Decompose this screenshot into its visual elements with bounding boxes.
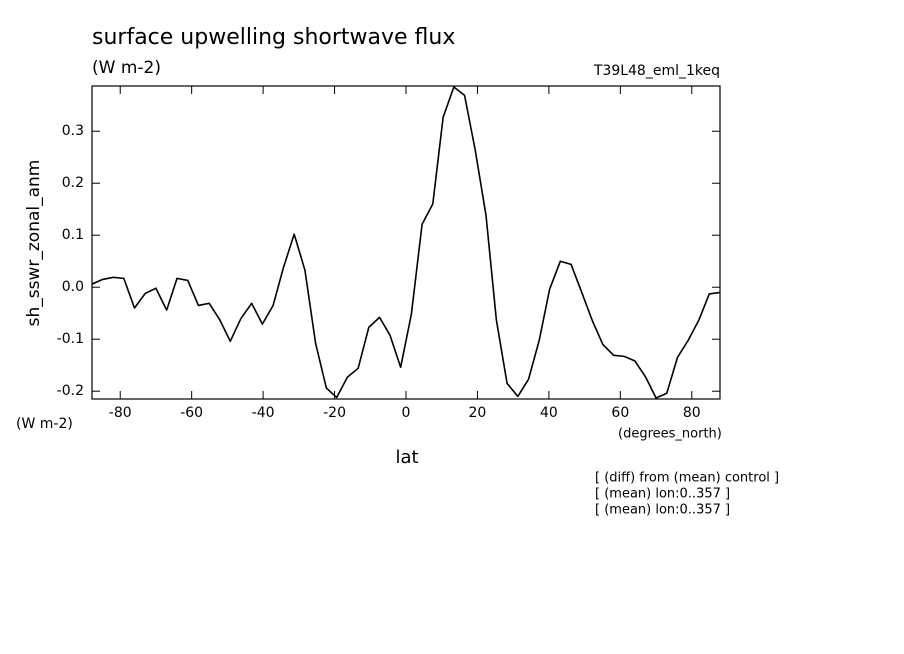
- y-tick-label: 0.1: [62, 227, 84, 243]
- y-units: (W m-2): [16, 416, 73, 432]
- note: [ (mean) lon:0..357 ]: [595, 503, 730, 518]
- x-tick-label: 60: [611, 405, 629, 421]
- x-tick-label: -60: [180, 405, 203, 421]
- y-tick-label: 0.3: [62, 123, 84, 139]
- x-tick-label: -40: [252, 405, 275, 421]
- x-tick-label: 0: [402, 405, 411, 421]
- y-tick-label: 0.2: [62, 175, 84, 191]
- data-line: [91, 86, 721, 399]
- plot-frame: [91, 85, 721, 400]
- chart-subtitle: (W m-2): [92, 58, 161, 78]
- y-tick-label: -0.1: [57, 331, 84, 347]
- y-tick-label: -0.2: [57, 383, 84, 399]
- x-tick-label: -80: [109, 405, 132, 421]
- note: [ (mean) lon:0..357 ]: [595, 487, 730, 502]
- x-tick-label: 40: [540, 405, 558, 421]
- dataset-label: T39L48_eml_1keq: [593, 63, 720, 79]
- chart-title: surface upwelling shortwave flux: [92, 25, 455, 50]
- x-tick-label: 20: [469, 405, 487, 421]
- y-tick-label: 0.0: [62, 279, 84, 295]
- x-tick-label: -20: [323, 405, 346, 421]
- note: [ (diff) from (mean) control ]: [595, 471, 779, 486]
- y-axis-label: sh_sswr_zonal_anm: [24, 160, 44, 327]
- x-axis-label: lat: [395, 447, 418, 468]
- x-units: (degrees_north): [618, 427, 722, 442]
- x-tick-label: 80: [683, 405, 701, 421]
